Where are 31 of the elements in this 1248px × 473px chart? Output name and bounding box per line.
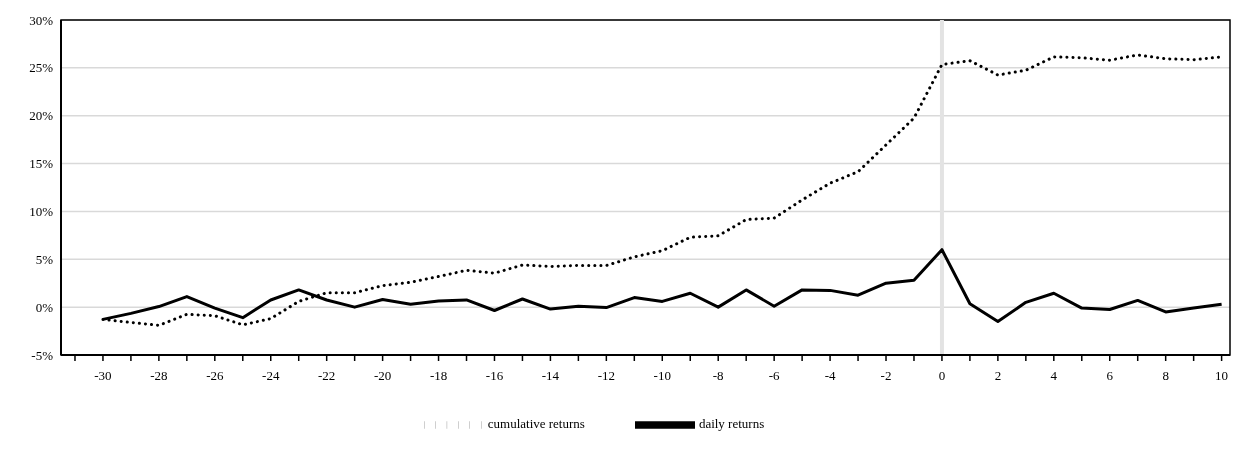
x-tick-label: -26 bbox=[206, 368, 224, 384]
x-tick-label: -10 bbox=[653, 368, 671, 384]
x-tick-label: -24 bbox=[262, 368, 280, 384]
x-tick-label: 6 bbox=[1106, 368, 1114, 384]
y-tick-label: 5% bbox=[35, 251, 54, 267]
legend-label: cumulative returns bbox=[487, 415, 585, 431]
x-tick-label: -28 bbox=[150, 368, 168, 384]
x-tick-label: 4 bbox=[1050, 368, 1058, 384]
x-tick-label: -22 bbox=[318, 368, 336, 384]
x-tick-label: -12 bbox=[597, 368, 616, 384]
x-tick-label: -2 bbox=[880, 368, 892, 384]
x-tick-label: -20 bbox=[373, 368, 392, 384]
x-tick-label: -4 bbox=[824, 368, 836, 384]
y-tick-label: 25% bbox=[29, 60, 54, 76]
y-tick-label: 0% bbox=[35, 299, 54, 315]
y-tick-label: 20% bbox=[29, 108, 54, 124]
x-tick-label: -14 bbox=[541, 368, 560, 384]
x-tick-label: -16 bbox=[485, 368, 504, 384]
x-tick-label: 10 bbox=[1215, 368, 1229, 384]
x-tick-label: -8 bbox=[712, 368, 724, 384]
y-tick-label: 30% bbox=[29, 12, 54, 28]
legend-label: daily returns bbox=[698, 415, 765, 431]
x-tick-label: 2 bbox=[994, 368, 1002, 384]
x-tick-label: 0 bbox=[938, 368, 946, 384]
x-tick-label: 8 bbox=[1162, 368, 1169, 384]
x-tick-label: -18 bbox=[429, 368, 448, 384]
x-tick-label: -30 bbox=[94, 368, 112, 384]
x-tick-label: -6 bbox=[768, 368, 781, 384]
y-tick-label: 10% bbox=[29, 204, 54, 220]
y-tick-label: -5% bbox=[31, 347, 54, 363]
y-tick-label: 15% bbox=[29, 156, 54, 172]
